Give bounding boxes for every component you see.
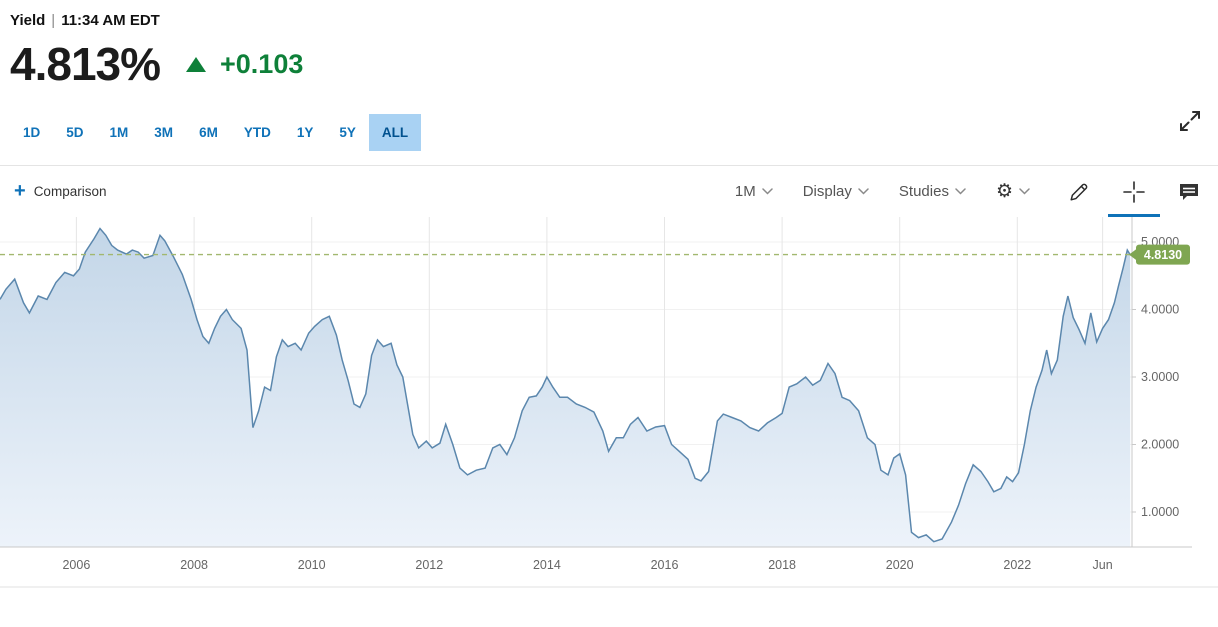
current-value-badge: 4.8130 — [1129, 244, 1190, 265]
draw-tool-button[interactable] — [1068, 181, 1090, 203]
chevron-down-icon — [761, 188, 773, 195]
x-axis-label: 2012 — [415, 558, 443, 572]
chevron-down-icon — [955, 188, 966, 195]
comment-icon — [1180, 183, 1198, 200]
comparison-button[interactable]: + Comparison — [14, 179, 107, 202]
tab-ytd[interactable]: YTD — [243, 124, 271, 140]
y-axis-label: 4.0000 — [1141, 303, 1179, 317]
chevron-down-icon — [858, 188, 869, 195]
settings-dropdown[interactable]: ⚙ — [996, 182, 1030, 201]
comment-tool-button[interactable] — [1178, 182, 1200, 202]
instrument-title: Yield — [10, 12, 46, 29]
tool-buttons — [1068, 180, 1200, 217]
price-row: 4.813% +0.103 — [10, 41, 1204, 87]
crosshair-icon — [1123, 180, 1145, 203]
comparison-label: Comparison — [33, 184, 107, 199]
tab-1m[interactable]: 1M — [109, 124, 129, 140]
range-tab-bar: 1D 5D 1M 3M 6M YTD 1Y 5Y ALL — [10, 111, 1218, 151]
quote-timestamp: 11:34 AM EDT — [61, 12, 160, 29]
yield-change-value: +0.103 — [220, 48, 304, 79]
y-axis-label: 3.0000 — [1141, 370, 1179, 384]
tab-1y[interactable]: 1Y — [296, 124, 314, 140]
tab-all[interactable]: ALL — [368, 113, 422, 151]
expand-icon[interactable] — [1178, 109, 1202, 138]
yield-area-fill — [0, 228, 1131, 547]
x-axis-label: 2010 — [298, 558, 326, 572]
x-axis-label: 2016 — [651, 558, 679, 572]
tab-1d[interactable]: 1D — [23, 124, 41, 140]
x-axis-label: 2008 — [180, 558, 208, 572]
chevron-down-icon — [1019, 188, 1030, 195]
tab-6m[interactable]: 6M — [199, 124, 218, 140]
interval-value: 1M — [734, 183, 756, 200]
tab-3m[interactable]: 3M — [154, 124, 174, 140]
crosshair-tool-button[interactable] — [1108, 180, 1160, 217]
up-triangle-icon — [186, 56, 207, 72]
display-dropdown[interactable]: Display — [803, 183, 869, 200]
quote-header: Yield | 11:34 AM EDT 4.813% +0.103 — [0, 0, 1218, 87]
title-row: Yield | 11:34 AM EDT — [10, 12, 1204, 29]
x-axis-label: 2014 — [533, 558, 561, 572]
toolbar-right: 1M Display Studies ⚙ — [735, 180, 1200, 217]
yield-line — [0, 227, 1131, 543]
tab-5d[interactable]: 5D — [66, 124, 84, 140]
chart-toolbar: + Comparison 1M Display Studies ⚙ — [0, 165, 1218, 217]
y-axis-label: 2.0000 — [1141, 438, 1179, 452]
gear-icon: ⚙ — [995, 181, 1013, 202]
svg-text:4.8130: 4.8130 — [1144, 248, 1182, 262]
current-yield-value: 4.813% — [10, 38, 161, 90]
x-axis-label: Jun — [1093, 558, 1113, 572]
x-axis-label: 2020 — [886, 558, 914, 572]
interval-dropdown[interactable]: 1M — [735, 183, 773, 200]
plus-icon: + — [14, 179, 26, 202]
yield-area-chart[interactable]: 5.0000 4.0000 3.0000 2.0000 1.0000 2006 2008 20… — [0, 217, 1218, 604]
x-axis-label: 2006 — [62, 558, 90, 572]
y-axis-label: 1.0000 — [1141, 505, 1179, 519]
tab-5y[interactable]: 5Y — [339, 124, 356, 140]
x-axis-label: 2022 — [1003, 558, 1031, 572]
display-label: Display — [802, 183, 852, 200]
title-separator: | — [51, 12, 56, 29]
studies-label: Studies — [898, 183, 949, 200]
pencil-icon — [1070, 183, 1088, 201]
x-axis-label: 2018 — [768, 558, 796, 572]
studies-dropdown[interactable]: Studies — [899, 183, 966, 200]
